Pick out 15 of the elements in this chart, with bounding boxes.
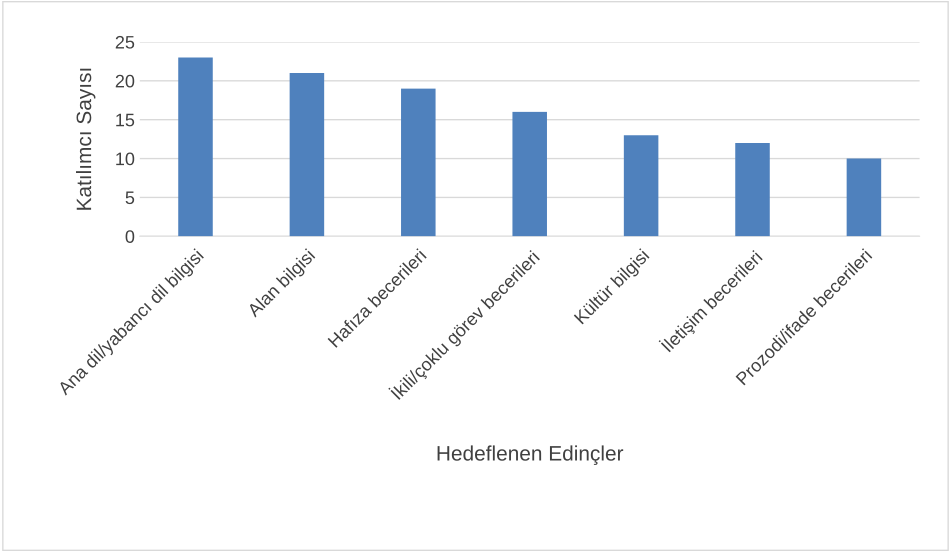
y-tick-label: 10: [116, 152, 134, 166]
bar: [846, 158, 882, 236]
bar: [401, 88, 436, 236]
y-tick-label: 5: [126, 192, 134, 204]
bar: [290, 73, 324, 236]
bar: [735, 142, 770, 236]
y-tick-label: 20: [116, 74, 134, 88]
y-tick-label: 0: [126, 230, 134, 243]
bar: [178, 57, 213, 236]
bar: [624, 135, 658, 236]
x-axis-title: Hedeflenen Edinçler: [438, 445, 624, 465]
y-tick-label: 15: [116, 114, 134, 126]
y-tick-label: 25: [116, 36, 134, 49]
y-axis-title: Katılımcı Sayısı: [76, 68, 96, 210]
bar: [512, 112, 547, 236]
